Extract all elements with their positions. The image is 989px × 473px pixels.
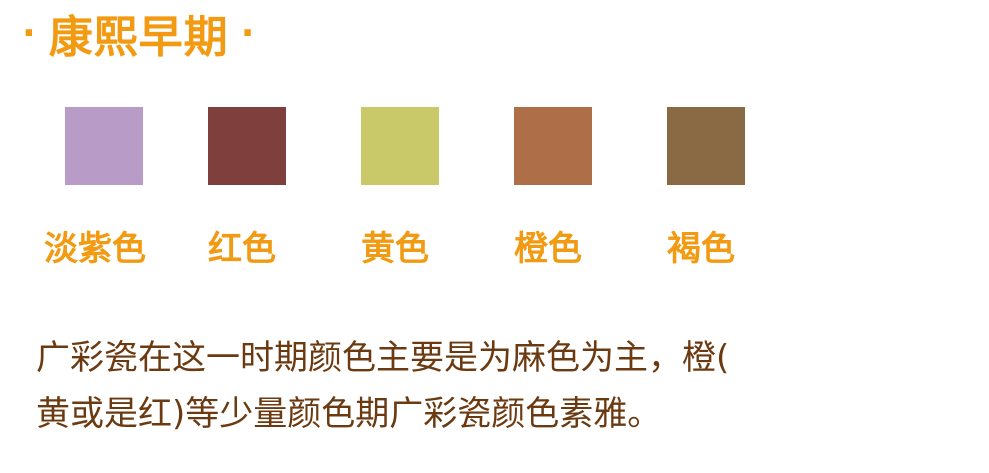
swatch-light-purple — [65, 107, 143, 185]
description-line-2: 黄或是红)等少量颜色期广彩瓷颜色素雅。 — [36, 394, 662, 434]
title-dot-right: · — [240, 12, 256, 54]
swatch-orange — [514, 107, 592, 185]
swatch-label-brown: 褐色 — [667, 228, 735, 269]
swatch-brown — [667, 107, 745, 185]
swatch-label-orange: 橙色 — [514, 228, 582, 269]
page-title: · 康熙早期 · — [22, 2, 255, 64]
swatch-yellow — [361, 107, 439, 185]
title-text: 康熙早期 — [48, 12, 229, 63]
description-text: 广彩瓷在这一时期颜色主要是为麻色为主，橙( 黄或是红)等少量颜色期广彩瓷颜色素雅… — [36, 330, 981, 442]
swatch-label-light-purple: 淡紫色 — [44, 228, 146, 269]
swatch-label-yellow: 黄色 — [361, 228, 429, 269]
title-dot-left: · — [22, 12, 37, 54]
swatch-label-red: 红色 — [208, 228, 276, 269]
description-line-1: 广彩瓷在这一时期颜色主要是为麻色为主，橙( — [36, 338, 730, 378]
swatch-red — [208, 107, 286, 185]
